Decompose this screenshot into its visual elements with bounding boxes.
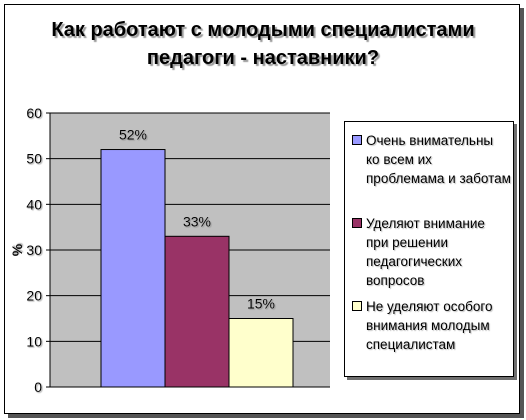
legend-label: Не уделяют особого внимания молодым специа… — [366, 297, 516, 354]
legend-label-line: Не уделяют особого — [366, 299, 493, 314]
data-label: 15% — [247, 296, 275, 312]
data-label: 33% — [183, 213, 211, 229]
legend-label-line: специалистам — [366, 337, 456, 352]
y-axis-label: % — [9, 243, 25, 256]
legend-item: Не уделяют особого внимания молодым специа… — [352, 297, 510, 354]
legend-item: Очень внимательны ко всем их проблемама и … — [352, 131, 511, 188]
bar — [100, 149, 166, 388]
y-tick-label: 30 — [26, 242, 42, 258]
y-tick-label: 0 — [34, 379, 42, 395]
bar — [228, 318, 294, 388]
legend-label-line: Уделяют внимание — [366, 216, 485, 231]
y-axis-tick-labels: 0 10 20 30 40 50 60 — [26, 105, 42, 395]
chart-title-line-2: педагоги - наставники? — [146, 47, 380, 69]
bars — [100, 149, 294, 388]
legend-label-line: проблемама и заботам — [366, 171, 511, 186]
bar — [164, 235, 230, 388]
y-tick-label: 50 — [26, 151, 42, 167]
legend-label: Уделяют внимание при решении педагогически… — [366, 214, 516, 290]
legend: Очень внимательны ко всем их проблемама и … — [344, 121, 514, 377]
y-tick-label: 60 — [26, 105, 42, 121]
legend-label-line: внимания молодым — [366, 318, 490, 333]
chart-title-line-1: Как работают с молодыми специалистами — [51, 19, 475, 41]
legend-label-line: при решении — [366, 235, 449, 250]
legend-label-line: педагогических — [366, 254, 462, 269]
chart-title: Как работают с молодыми специалистами пе… — [0, 16, 526, 72]
legend-swatch — [352, 301, 362, 311]
y-tick-label: 20 — [26, 288, 42, 304]
legend-swatch — [352, 218, 362, 228]
legend-item: Уделяют внимание при решении педагогически… — [352, 214, 510, 290]
y-tick-label: 40 — [26, 196, 42, 212]
legend-label-line: вопросов — [366, 273, 425, 288]
data-labels: 52% 33% 15% — [119, 127, 275, 312]
legend-label-line: Очень внимательны — [366, 133, 494, 148]
data-label: 52% — [119, 127, 147, 143]
legend-swatch — [352, 135, 362, 145]
legend-label-line: ко всем их — [366, 152, 432, 167]
y-tick-label: 10 — [26, 333, 42, 349]
legend-label: Очень внимательны ко всем их проблемама и … — [366, 131, 516, 188]
